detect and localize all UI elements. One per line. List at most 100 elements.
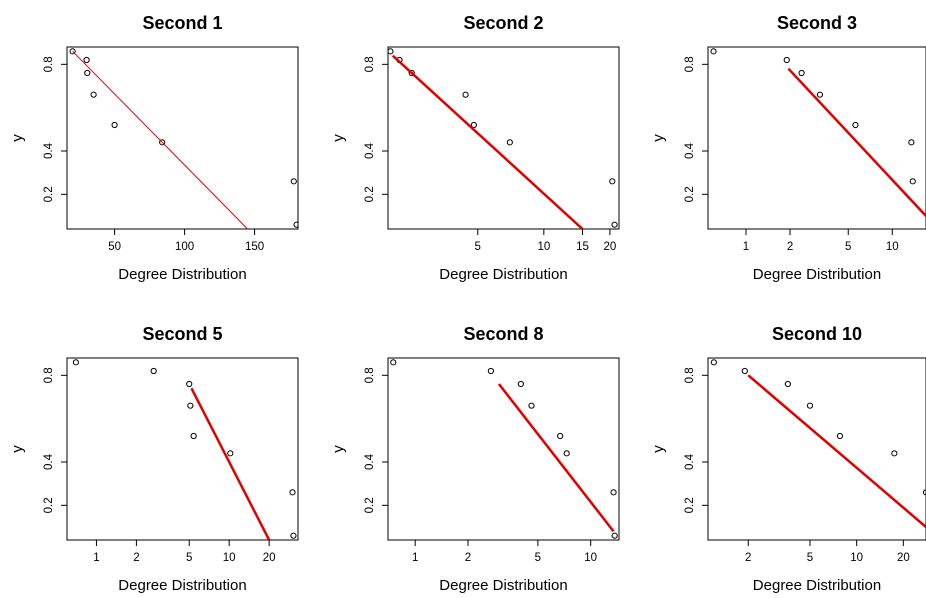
plot-area — [72, 359, 297, 540]
plot-area — [69, 48, 298, 229]
x-tick-label: 2 — [133, 552, 139, 564]
x-tick-label: 15 — [576, 241, 589, 253]
data-point — [909, 178, 916, 185]
plot-frame — [387, 46, 620, 230]
y-tick-label: 0.2 — [684, 497, 696, 513]
data-point — [90, 91, 97, 98]
x-tick-label: 2 — [745, 552, 751, 564]
plot-area — [710, 48, 926, 217]
x-tick-label: 20 — [263, 552, 276, 564]
data-point — [783, 56, 790, 64]
data-point — [506, 139, 513, 146]
data-point — [563, 450, 570, 457]
data-point — [741, 367, 748, 375]
chart-title: Second 5 — [142, 324, 222, 344]
data-point — [611, 532, 618, 539]
plot-area — [388, 48, 618, 229]
data-point — [290, 178, 297, 185]
data-point — [150, 367, 157, 375]
x-tick-label: 100 — [175, 241, 194, 253]
data-point — [390, 359, 397, 366]
data-point — [609, 178, 616, 185]
x-axis-label: Degree Distribution — [118, 577, 246, 594]
data-point — [69, 48, 76, 55]
data-point — [408, 69, 415, 77]
x-tick-label: 10 — [850, 552, 863, 564]
y-tick-label: 0.8 — [684, 56, 696, 72]
x-tick-label: 5 — [845, 241, 851, 253]
x-tick-label: 1 — [743, 241, 749, 253]
data-point — [816, 91, 823, 98]
data-point — [290, 532, 297, 539]
y-axis-label: y — [330, 134, 347, 142]
data-point — [83, 56, 90, 64]
data-point — [852, 121, 859, 129]
x-tick-label: 1 — [93, 552, 99, 564]
fit-line — [747, 374, 926, 528]
fit-line — [72, 50, 248, 229]
chart-panel-3: Second 3 1 2 5 10 0.2 0.4 0.8 Degree Distributio… — [650, 13, 926, 283]
data-point — [836, 432, 844, 440]
y-axis-label: y — [650, 134, 667, 142]
chart-title: Second 10 — [772, 324, 862, 344]
data-point — [190, 432, 197, 440]
plot-frame — [66, 46, 299, 230]
y-tick-label: 0.2 — [43, 186, 55, 202]
x-tick-label: 20 — [604, 241, 617, 253]
x-tick-label: 150 — [245, 241, 264, 253]
y-tick-label: 0.4 — [43, 142, 55, 159]
data-point — [784, 380, 791, 388]
x-axis-label: Degree Distribution — [753, 577, 881, 594]
y-axis-label: y — [330, 445, 347, 453]
y-tick-label: 0.4 — [684, 142, 696, 159]
plot-frame — [707, 46, 926, 230]
x-tick-label: 10 — [584, 552, 597, 564]
y-tick-label: 0.8 — [364, 367, 376, 383]
x-tick-label: 10 — [537, 241, 550, 253]
y-tick-label: 0.4 — [364, 142, 376, 159]
x-axis-label: Degree Distribution — [439, 266, 567, 283]
data-point — [610, 489, 617, 496]
data-point — [159, 139, 166, 146]
data-point — [557, 432, 564, 440]
y-tick-label: 0.8 — [364, 56, 376, 72]
data-point — [72, 359, 79, 366]
data-point — [470, 121, 477, 129]
data-point — [187, 402, 194, 409]
y-tick-label: 0.2 — [364, 186, 376, 202]
y-tick-label: 0.4 — [364, 453, 376, 470]
plot-area — [710, 359, 926, 528]
data-point — [487, 367, 494, 375]
y-axis-label: y — [650, 445, 667, 453]
x-tick-label: 5 — [475, 241, 481, 253]
x-tick-label: 10 — [223, 552, 236, 564]
x-axis-label: Degree Distribution — [753, 266, 881, 283]
y-tick-label: 0.8 — [684, 367, 696, 383]
data-point — [111, 121, 118, 129]
data-point — [289, 489, 296, 496]
y-tick-label: 0.2 — [43, 497, 55, 513]
plot-frame — [387, 357, 620, 541]
x-tick-label: 5 — [807, 552, 813, 564]
y-tick-label: 0.4 — [684, 453, 696, 470]
data-point — [84, 69, 91, 77]
fit-line — [787, 67, 926, 217]
data-point — [891, 450, 898, 457]
data-point — [528, 402, 535, 409]
y-tick-label: 0.2 — [684, 186, 696, 202]
chart-panel-1: Second 1 50 100 150 0.2 0.4 0.8 Degree Distribu… — [9, 13, 299, 283]
data-point — [908, 139, 915, 146]
data-point — [710, 48, 717, 55]
data-point — [922, 489, 926, 496]
y-tick-label: 0.8 — [43, 56, 55, 72]
x-axis-label: Degree Distribution — [439, 577, 567, 594]
data-point — [710, 359, 717, 366]
chart-panel-2: Second 2 5 10 15 20 0.2 0.4 0.8 Degree Distribut… — [330, 13, 620, 283]
x-tick-label: 5 — [186, 552, 192, 564]
data-point — [186, 380, 193, 388]
x-tick-label: 1 — [412, 552, 418, 564]
y-axis-label: y — [9, 445, 26, 453]
x-tick-label: 5 — [535, 552, 541, 564]
plot-frame — [66, 357, 299, 541]
